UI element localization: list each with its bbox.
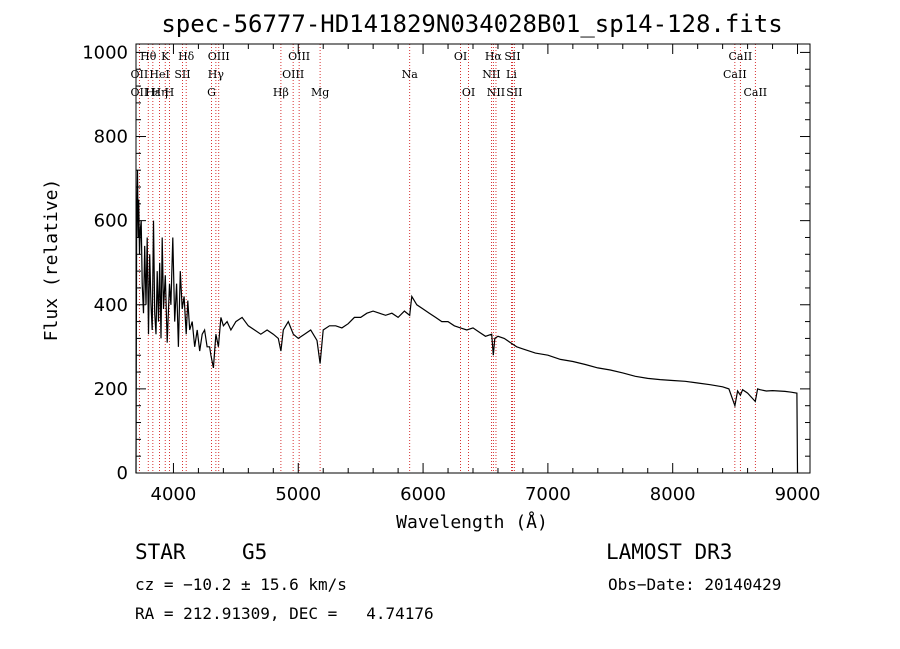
line-label: NII <box>482 68 500 81</box>
line-label: G <box>207 86 216 99</box>
redshift-value: cz = −10.2 ± 15.6 km/s <box>135 575 347 594</box>
line-label: OIII <box>208 50 230 63</box>
line-label: NII <box>487 86 505 99</box>
object-class: STAR <box>135 540 186 564</box>
x-tick-label: 9000 <box>775 484 821 505</box>
line-label: Li <box>506 68 517 81</box>
chart-title: spec-56777-HD141829N034028B01_sp14-128.f… <box>161 10 782 38</box>
line-label: OIII <box>282 68 304 81</box>
spectrum-line <box>135 170 799 474</box>
x-tick-label: 4000 <box>151 484 197 505</box>
line-label: SII <box>506 86 522 99</box>
y-tick-label: 600 <box>94 211 128 232</box>
line-label: OIII <box>288 50 310 63</box>
line-label: H <box>165 86 175 99</box>
line-label: OII <box>131 86 149 99</box>
x-tick-label: 8000 <box>650 484 696 505</box>
line-label: CaII <box>723 68 747 81</box>
coordinates: RA = 212.91309, DEC = 4.74176 <box>135 604 434 623</box>
emission-line-markers <box>138 44 756 473</box>
y-axis-label: Flux (relative) <box>41 179 62 342</box>
line-label: CaII <box>729 50 753 63</box>
line-label: SII <box>504 50 520 63</box>
y-tick-label: 0 <box>117 463 128 484</box>
line-label: Hβ <box>273 86 289 99</box>
line-label: Hη <box>151 86 167 99</box>
line-label: Hθ <box>140 50 157 63</box>
survey-name: LAMOST DR3 <box>606 540 733 564</box>
y-tick-label: 800 <box>94 127 128 148</box>
line-label: Hε <box>145 86 161 99</box>
x-tick-label: 7000 <box>525 484 571 505</box>
line-label: HeI <box>149 68 169 81</box>
x-axis-ticks: 4000 5000 6000 7000 8000 9000 <box>151 44 821 505</box>
line-label: Hα <box>485 50 503 63</box>
x-axis-label: Wavelength (Å) <box>396 511 548 533</box>
line-label: OI <box>454 50 467 63</box>
x-tick-label: 6000 <box>400 484 446 505</box>
line-label: K <box>161 50 170 63</box>
line-label: OII <box>131 68 149 81</box>
plot-frame <box>135 43 811 474</box>
line-label: Mg <box>311 86 329 99</box>
object-subclass: G5 <box>242 540 268 564</box>
line-label: Hδ <box>178 50 195 63</box>
y-axis-ticks: 0 200 400 600 800 1000 <box>82 42 810 484</box>
y-tick-label: 1000 <box>82 42 128 63</box>
line-label: OI <box>462 86 475 99</box>
line-label: Na <box>402 68 419 81</box>
line-label: CaII <box>743 86 767 99</box>
y-tick-label: 200 <box>94 379 128 400</box>
line-label: Hγ <box>208 68 225 81</box>
x-tick-label: 5000 <box>275 484 321 505</box>
line-label: SII <box>174 68 190 81</box>
observation-date: Obs−Date: 20140429 <box>608 575 782 594</box>
y-tick-label: 400 <box>94 295 128 316</box>
